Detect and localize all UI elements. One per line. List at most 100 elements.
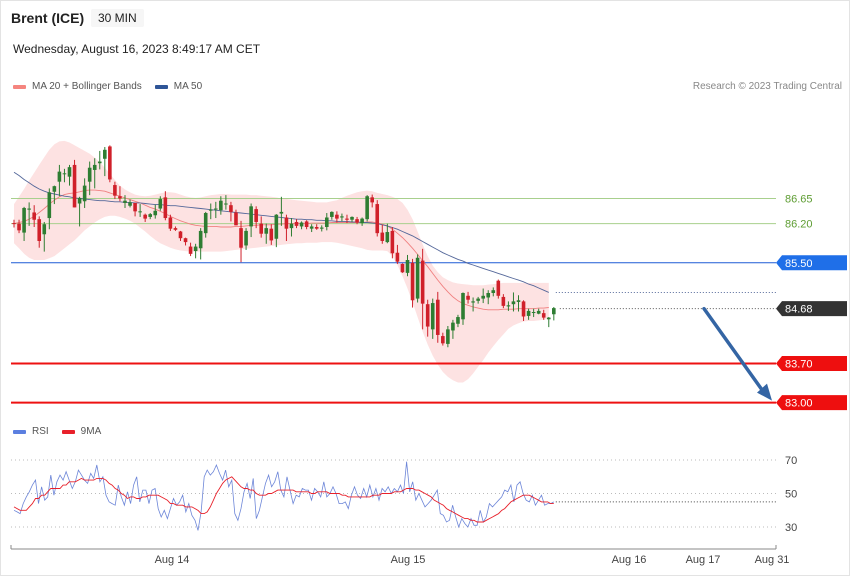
candle-body: [22, 207, 26, 233]
candle: [148, 213, 153, 220]
bollinger-band-area: [14, 140, 549, 383]
candle: [491, 287, 496, 297]
candle-body: [531, 312, 536, 314]
candle: [380, 224, 385, 244]
candle-body: [350, 216, 354, 220]
candle-body: [324, 217, 329, 227]
candle-body: [481, 295, 485, 299]
support2-label: 83.00: [785, 398, 813, 410]
candle-body: [219, 200, 223, 211]
candle-body: [380, 232, 385, 241]
candle: [219, 196, 223, 215]
candle: [133, 202, 137, 217]
candle-body: [541, 313, 546, 318]
candle-body: [309, 226, 314, 229]
candle-body: [294, 221, 299, 226]
candle: [77, 196, 82, 227]
candle: [97, 150, 102, 170]
candle: [486, 290, 491, 305]
candle: [17, 219, 21, 234]
candle-body: [249, 206, 253, 227]
candle: [62, 168, 67, 183]
candle-body: [365, 196, 369, 220]
candle-body: [335, 214, 339, 219]
x-tick-label: Aug 17: [686, 554, 721, 566]
rsi-panel: 70 50 30: [11, 455, 797, 534]
candle-body: [319, 227, 324, 229]
candle-body: [203, 213, 208, 234]
candle-body: [17, 223, 21, 231]
x-tick-label: Aug 16: [612, 554, 647, 566]
candle-body: [148, 214, 153, 217]
candle: [441, 332, 445, 346]
forecast-arrow: [702, 306, 772, 401]
candle: [123, 195, 127, 208]
candle-body: [299, 222, 304, 227]
candle-body: [304, 221, 309, 227]
candle: [168, 214, 173, 231]
candle: [42, 221, 47, 252]
candle: [471, 297, 475, 312]
legend-swatch-rsi-ma: [61, 429, 75, 434]
candle: [330, 211, 334, 220]
candle: [113, 181, 117, 200]
candle: [234, 209, 238, 226]
candle: [446, 326, 450, 348]
candle-body: [183, 238, 188, 243]
candle-body: [118, 196, 122, 199]
instrument-title: Brent (ICE): [11, 10, 85, 26]
candle: [506, 301, 511, 311]
candle-body: [269, 228, 274, 241]
candle: [511, 292, 516, 312]
candle: [536, 308, 541, 315]
candle: [516, 295, 521, 312]
candle-body: [37, 219, 42, 241]
candle-body: [163, 197, 168, 219]
candle: [264, 223, 269, 244]
timeframe-badge[interactable]: 30 MIN: [91, 9, 144, 27]
candle-body: [274, 214, 279, 239]
candle-body: [32, 212, 36, 220]
x-tick-label: Aug 31: [755, 554, 790, 566]
forecast-arrow-head: [757, 383, 772, 401]
candle-body: [143, 214, 147, 219]
candle-body: [435, 299, 440, 335]
candle-body: [456, 317, 460, 324]
candle: [496, 279, 501, 299]
bollinger-bands: [14, 140, 549, 383]
resistance1-label: 86.20: [785, 219, 813, 231]
candle: [82, 178, 87, 208]
legend-label-rsi-ma: 9MA: [80, 426, 102, 437]
candle: [178, 230, 183, 241]
candle: [57, 164, 62, 197]
candle-body: [476, 298, 480, 301]
candle-body: [430, 303, 435, 330]
candle-body: [314, 227, 319, 229]
candle: [461, 292, 465, 325]
candle: [153, 204, 158, 219]
candle: [214, 201, 218, 219]
candle-body: [526, 310, 531, 316]
candle-body: [97, 161, 102, 164]
candle: [435, 291, 440, 343]
candle-body: [108, 146, 112, 180]
candle: [279, 196, 284, 226]
candle: [143, 213, 147, 222]
candle: [208, 203, 213, 220]
level-lines: [11, 197, 776, 404]
candle-body: [168, 217, 173, 229]
legend-top: MA 20 + Bollinger Bands MA 50: [13, 81, 202, 92]
candle: [390, 227, 395, 259]
candle: [22, 206, 26, 241]
candle: [466, 291, 470, 304]
candle-body: [370, 197, 374, 203]
candle: [360, 217, 364, 226]
candle: [531, 308, 536, 318]
candle: [385, 223, 390, 244]
candle: [400, 263, 405, 273]
rsi-tick-label: 50: [785, 489, 797, 501]
rsi-tick-label: 70: [785, 455, 797, 467]
candle-body: [390, 230, 395, 254]
candle: [451, 319, 455, 339]
candle: [299, 221, 304, 230]
